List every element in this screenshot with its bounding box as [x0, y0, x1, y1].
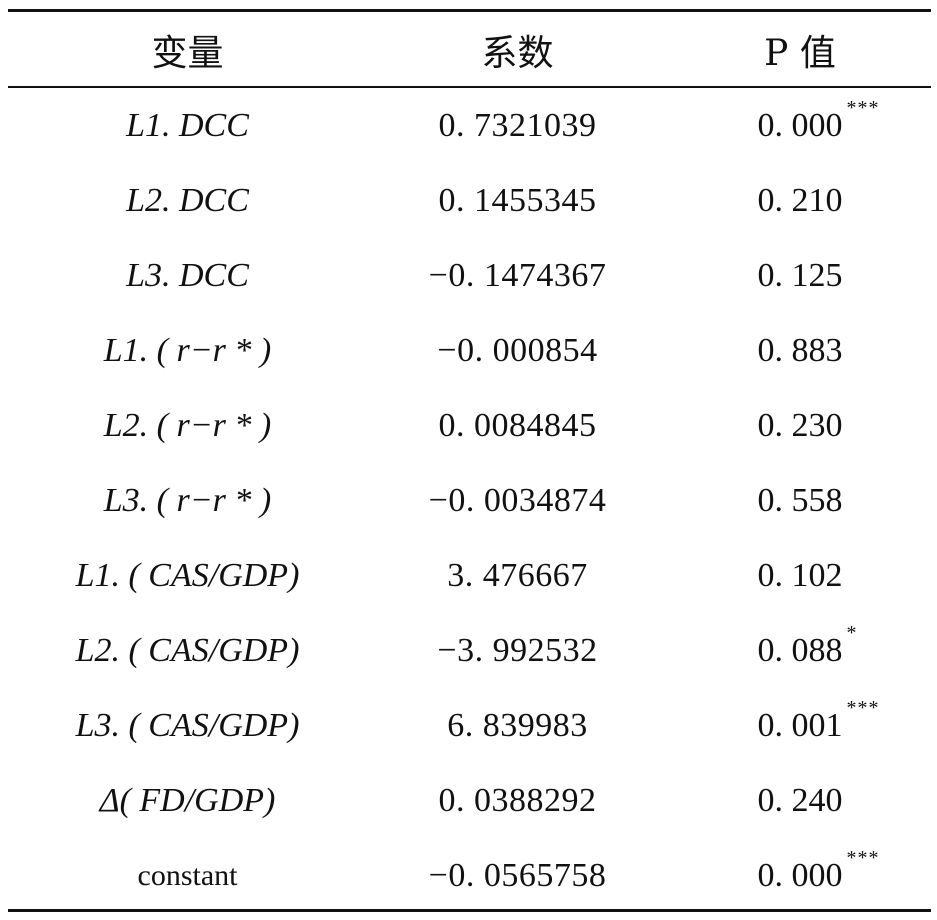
p-value: 0. 088 [757, 632, 843, 669]
coefficient-cell: 6. 839983 [447, 707, 588, 744]
coefficient-cell: 3. 476667 [447, 557, 588, 594]
p-value: 0. 102 [757, 557, 843, 594]
variable-cell: L1. ( CAS/GDP) [75, 557, 300, 594]
p-value-cell: 0. 558 [680, 481, 920, 521]
coefficient-cell: 0. 0084845 [438, 407, 597, 444]
variable-cell: L3. DCC [126, 257, 249, 294]
significance-stars: * [846, 622, 858, 644]
table-row: L2. DCC 0. 1455345 0. 210 [0, 163, 937, 238]
table-bottom-rule [8, 909, 931, 912]
table-row: L1. DCC 0. 7321039 0. 000 *** [0, 88, 937, 163]
table-row: L2. ( r−r * ) 0. 0084845 0. 230 [0, 388, 937, 463]
p-value: 0. 210 [757, 182, 843, 219]
variable-cell: constant [137, 859, 238, 892]
p-value-cell: 0. 230 [680, 406, 920, 446]
coefficient-cell: 0. 0388292 [438, 782, 597, 819]
p-value: 0. 240 [757, 782, 843, 819]
variable-cell: L3. ( r−r * ) [103, 482, 272, 519]
coefficient-cell: −0. 0565758 [428, 857, 607, 894]
table-row: L2. ( CAS/GDP) −3. 992532 0. 088 * [0, 613, 937, 688]
table-row: L1. ( r−r * ) −0. 000854 0. 883 [0, 313, 937, 388]
p-value-cell: 0. 000 *** [680, 848, 920, 896]
variable-cell: L3. ( CAS/GDP) [75, 707, 300, 744]
table-row: L3. DCC −0. 1474367 0. 125 [0, 238, 937, 313]
p-value-cell: 0. 001 *** [680, 698, 920, 746]
table-row: constant −0. 0565758 0. 000 *** [0, 838, 937, 913]
coefficient-cell: −3. 992532 [437, 632, 598, 669]
coefficient-cell: −0. 1474367 [428, 257, 607, 294]
p-value: 0. 125 [757, 257, 843, 294]
p-value-cell: 0. 102 [680, 556, 920, 596]
table-row: Δ( FD/GDP) 0. 0388292 0. 240 [0, 763, 937, 838]
coefficient-cell: 0. 1455345 [438, 182, 597, 219]
p-value-cell: 0. 088 * [680, 623, 920, 671]
coefficient-cell: −0. 0034874 [428, 482, 607, 519]
p-value: 0. 230 [757, 407, 843, 444]
p-value: 0. 883 [757, 332, 843, 369]
header-variable: 变量 [151, 33, 224, 74]
table-header-rule [8, 86, 931, 88]
table-row: L3. ( r−r * ) −0. 0034874 0. 558 [0, 463, 937, 538]
coefficient-cell: −0. 000854 [437, 332, 598, 369]
variable-cell: Δ( FD/GDP) [99, 782, 276, 819]
table-top-rule [8, 9, 931, 12]
table-row: L3. ( CAS/GDP) 6. 839983 0. 001 *** [0, 688, 937, 763]
variable-cell: L1. ( r−r * ) [103, 332, 272, 369]
p-value-cell: 0. 125 [680, 256, 920, 296]
p-value: 0. 558 [757, 482, 843, 519]
p-value: 0. 000 [757, 107, 843, 144]
p-value-cell: 0. 883 [680, 331, 920, 371]
coefficient-cell: 0. 7321039 [438, 107, 597, 144]
header-coefficient: 系数 [481, 33, 554, 74]
variable-cell: L2. ( r−r * ) [103, 407, 272, 444]
significance-stars: *** [846, 697, 880, 719]
table-row: L1. ( CAS/GDP) 3. 476667 0. 102 [0, 538, 937, 613]
header-p-value: P 值 [764, 33, 836, 74]
p-value: 0. 000 [757, 857, 843, 894]
significance-stars: *** [846, 847, 880, 869]
variable-cell: L2. DCC [126, 182, 249, 219]
variable-cell: L1. DCC [126, 107, 249, 144]
p-value-cell: 0. 210 [680, 181, 920, 221]
significance-stars: *** [846, 97, 880, 119]
p-value: 0. 001 [757, 707, 843, 744]
p-value-cell: 0. 000 *** [680, 98, 920, 146]
p-value-cell: 0. 240 [680, 781, 920, 821]
table-header: 变量 系数 P 值 [0, 12, 937, 86]
variable-cell: L2. ( CAS/GDP) [75, 632, 300, 669]
